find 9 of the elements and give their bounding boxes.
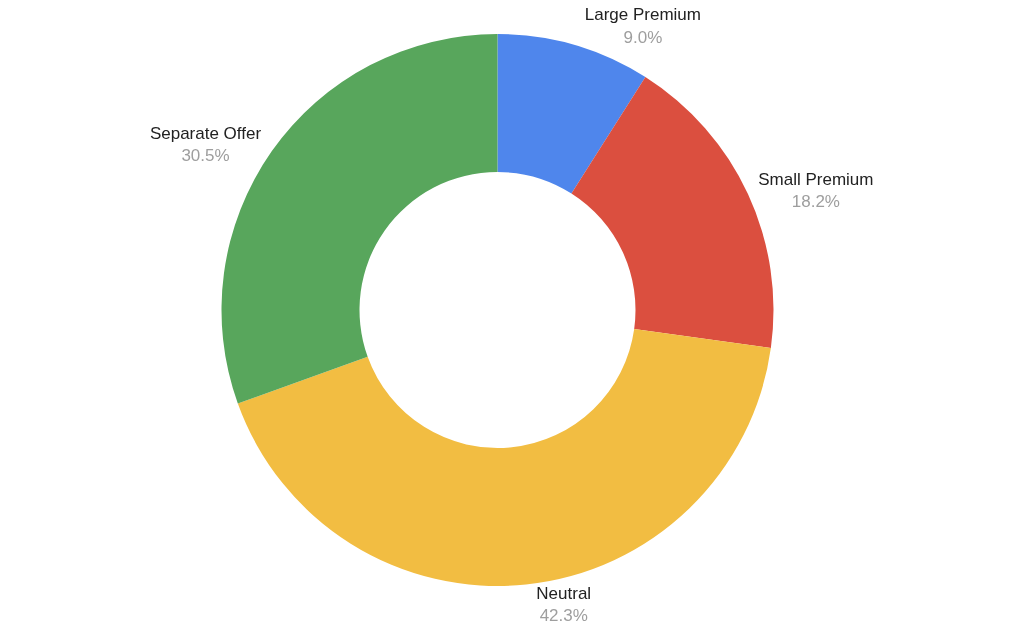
data-label: 42.3% <box>539 606 588 626</box>
slice-label: Neutral <box>536 584 592 604</box>
data-label: 30.5% <box>181 146 230 166</box>
slice-label: Large Premium <box>584 5 701 25</box>
slice-label: Small Premium <box>758 169 874 189</box>
donut-slice <box>237 329 771 586</box>
data-label: 18.2% <box>791 191 840 211</box>
data-label: 9.0% <box>623 27 663 47</box>
slice-label: Separate Offer <box>149 123 262 143</box>
